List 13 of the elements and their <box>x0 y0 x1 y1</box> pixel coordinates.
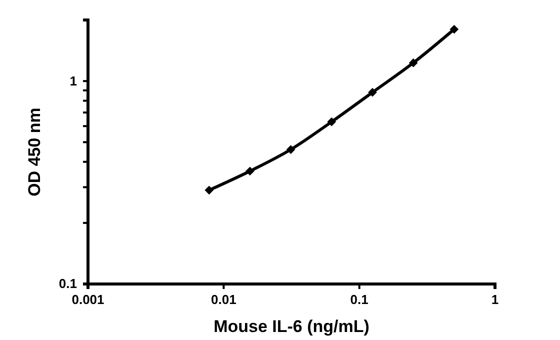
x-tick-label: 1 <box>491 292 499 308</box>
point <box>408 58 418 68</box>
point <box>327 117 336 126</box>
x-tick-label: 0.01 <box>211 292 236 308</box>
point <box>246 166 254 176</box>
x-tick-label: 0.1 <box>350 292 368 308</box>
x-tick-label: 0.001 <box>72 292 104 308</box>
x-axis-title: Mouse IL-6 (ng/mL) <box>214 317 370 336</box>
point <box>204 186 214 195</box>
point <box>450 24 459 34</box>
y-axis-title: OD 450 nm <box>25 108 44 196</box>
point <box>286 145 296 154</box>
point <box>368 88 377 97</box>
